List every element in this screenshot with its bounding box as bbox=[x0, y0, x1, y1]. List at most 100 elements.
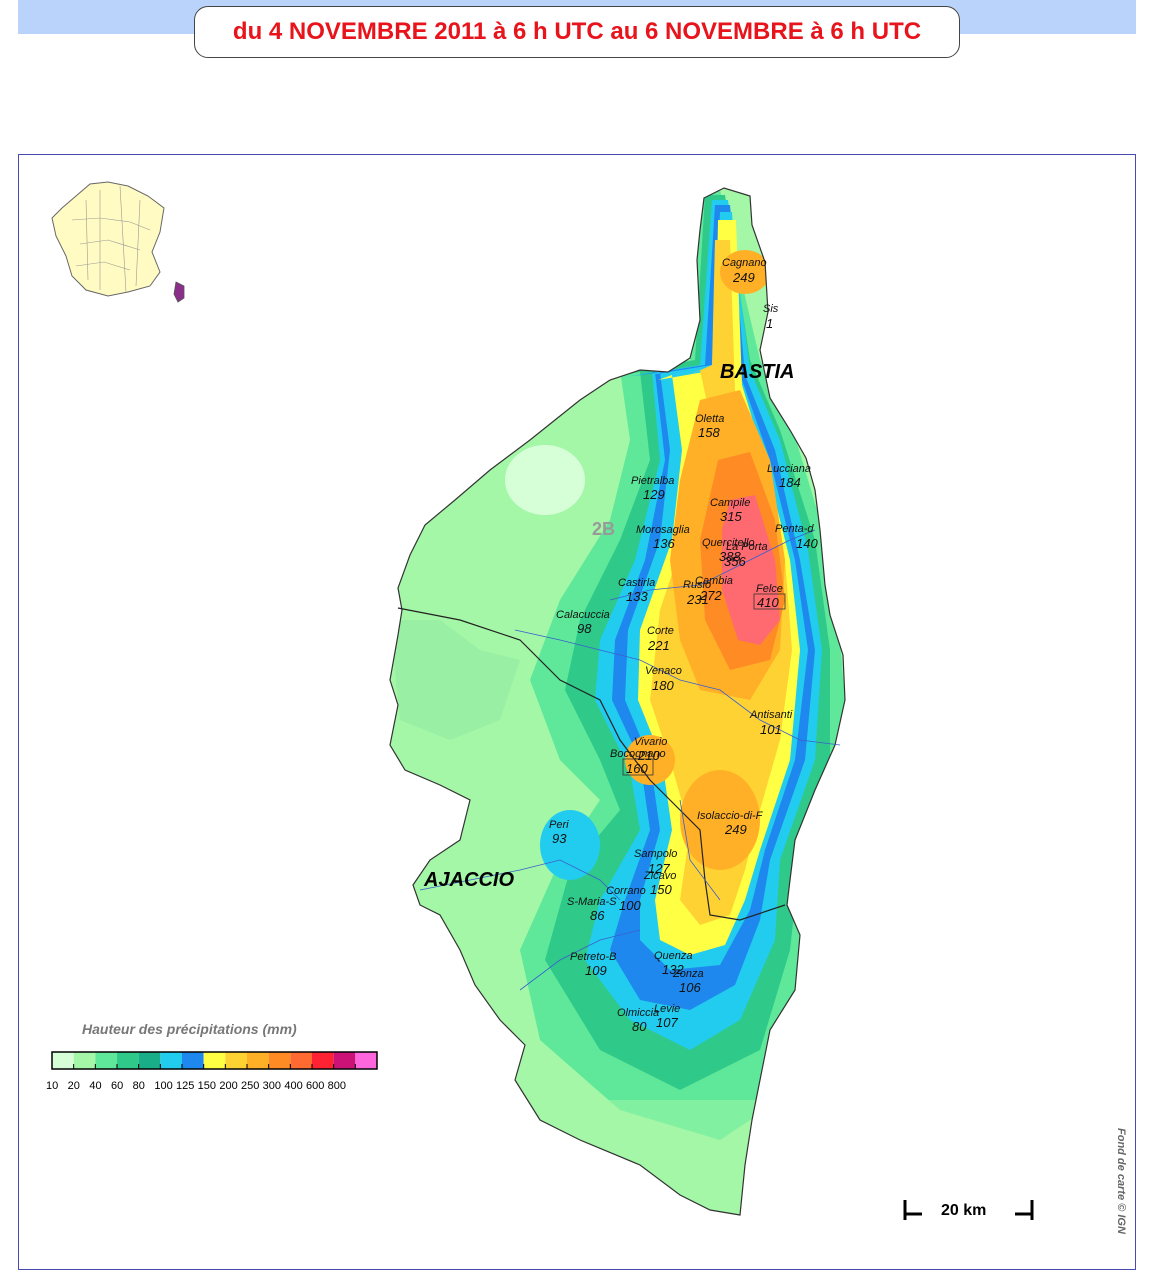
station-value-morosaglia: 136 bbox=[653, 536, 675, 551]
legend-tick-label: 60 bbox=[111, 1080, 123, 1092]
station-value-corte: 221 bbox=[647, 638, 670, 653]
station-value-smarias: 86 bbox=[590, 908, 605, 923]
station-name-rusio: Rusio bbox=[683, 579, 711, 591]
station-value-zicavo: 150 bbox=[650, 882, 672, 897]
station-name-sis: Sis bbox=[763, 303, 779, 315]
station-value-petreto: 109 bbox=[585, 963, 607, 978]
legend-tick-label: 10 bbox=[46, 1080, 58, 1092]
legend-tick-label: 80 bbox=[133, 1080, 145, 1092]
station-name-quercitello: Quercitello bbox=[702, 537, 755, 549]
station-name-cambia: Cambia bbox=[695, 575, 733, 587]
station-name-corrano: Corrano bbox=[606, 885, 646, 897]
river-golo bbox=[609, 529, 816, 601]
legend-swatch bbox=[355, 1052, 377, 1069]
river-prunelli bbox=[419, 859, 621, 901]
river-fiumorbo bbox=[679, 799, 721, 901]
scale-bar-label: 20 km bbox=[941, 1202, 986, 1219]
station-value-quercitello: 388 bbox=[719, 549, 741, 564]
station-name-quenza: Quenza bbox=[654, 950, 693, 962]
station-value-venaco: 180 bbox=[652, 678, 674, 693]
legend-tick-label: 20 bbox=[68, 1080, 80, 1092]
station-name-corte: Corte bbox=[647, 625, 674, 637]
legend-tick-label: 400 bbox=[284, 1080, 302, 1092]
station-name-vivario: Vivario bbox=[634, 736, 667, 748]
station-name-isolaccio: Isolaccio-di-F bbox=[697, 810, 764, 822]
station-name-venaco: Venaco bbox=[645, 665, 682, 677]
station-value-penta: 140 bbox=[796, 536, 818, 551]
station-value-antisanti: 101 bbox=[760, 722, 782, 737]
legend-tick-label: 100 bbox=[154, 1080, 172, 1092]
station-name-levie: Levie bbox=[654, 1003, 680, 1015]
department-border bbox=[397, 607, 786, 921]
legend-tick-label: 300 bbox=[263, 1080, 281, 1092]
station-value-levie: 107 bbox=[656, 1015, 678, 1030]
station-value-oletta: 158 bbox=[698, 425, 720, 440]
station-name-morosaglia: Morosaglia bbox=[636, 524, 690, 536]
legend-swatch bbox=[95, 1052, 117, 1069]
station-name-lucciana: Lucciana bbox=[767, 463, 811, 475]
department-code-label: 2B bbox=[592, 519, 615, 539]
city-label-ajaccio: AJACCIO bbox=[423, 869, 514, 891]
station-value-cambia: 272 bbox=[699, 588, 722, 603]
station-name-laporta: La Porta bbox=[726, 541, 768, 553]
station-value-zonza: 106 bbox=[679, 980, 701, 995]
station-value-pietralba: 129 bbox=[643, 487, 665, 502]
legend-swatch bbox=[247, 1052, 269, 1069]
station-name-cagnano: Cagnano bbox=[722, 257, 767, 269]
legend-title: Hauteur des précipitations (mm) bbox=[82, 1021, 297, 1037]
station-name-petreto: Petreto-B bbox=[570, 951, 616, 963]
legend-tick-label: 200 bbox=[219, 1080, 237, 1092]
station-value-quenza: 132 bbox=[662, 962, 684, 977]
station-value-calacuccia: 98 bbox=[577, 621, 592, 636]
legend-swatch bbox=[52, 1052, 74, 1069]
station-value-campile: 315 bbox=[720, 509, 742, 524]
station-value-olmiccia: 80 bbox=[632, 1019, 647, 1034]
legend-border bbox=[51, 1051, 378, 1070]
station-name-penta: Penta-d bbox=[775, 523, 814, 535]
station-value-peri: 93 bbox=[552, 831, 567, 846]
legend-tick-label: 125 bbox=[176, 1080, 194, 1092]
station-name-peri: Peri bbox=[549, 819, 569, 831]
legend-tick-label: 250 bbox=[241, 1080, 259, 1092]
legend-swatch bbox=[182, 1052, 204, 1069]
legend-tick-label: 600 bbox=[306, 1080, 324, 1092]
precipitation-field bbox=[390, 188, 845, 1215]
station-name-smarias: S-Maria-S bbox=[567, 896, 617, 908]
station-value-cagnano: 249 bbox=[732, 270, 755, 285]
station-value-corrano: 100 bbox=[619, 898, 641, 913]
river-taravo bbox=[519, 929, 641, 991]
station-name-calacuccia: Calacuccia bbox=[556, 609, 610, 621]
station-name-zicavo: Zicavo bbox=[643, 870, 676, 882]
map-title: du 4 NOVEMBRE 2011 à 6 h UTC au 6 NOVEMB… bbox=[232, 18, 922, 45]
city-label-bastia: BASTIA bbox=[720, 361, 794, 383]
legend-swatch bbox=[312, 1052, 334, 1069]
station-name-pietralba: Pietralba bbox=[631, 475, 674, 487]
station-name-campile: Campile bbox=[710, 497, 750, 509]
legend-swatch bbox=[160, 1052, 182, 1069]
legend-swatch bbox=[290, 1052, 312, 1069]
legend-tick-label: 40 bbox=[89, 1080, 101, 1092]
legend-tick-label: 150 bbox=[198, 1080, 216, 1092]
legend-tick-label: 800 bbox=[328, 1080, 346, 1092]
station-labels: Cagnano 249 Sis 1 Oletta 158 Lucciana 18… bbox=[549, 257, 818, 1034]
legend-color-bar bbox=[51, 1051, 378, 1070]
legend-swatch bbox=[203, 1052, 226, 1069]
scale-bar: 20 km bbox=[903, 1200, 1034, 1220]
station-value-sampolo: 127 bbox=[648, 861, 670, 876]
legend-swatch bbox=[73, 1052, 96, 1069]
station-value-felce: 410 bbox=[757, 595, 779, 610]
station-value-isolaccio: 249 bbox=[724, 822, 747, 837]
station-value-castirla: 133 bbox=[626, 589, 648, 604]
station-name-antisanti: Antisanti bbox=[749, 709, 793, 721]
map-credit: Fond de carte © IGN bbox=[1115, 1128, 1127, 1235]
station-value-lucciana: 184 bbox=[779, 475, 801, 490]
title-box: du 4 NOVEMBRE 2011 à 6 h UTC au 6 NOVEMB… bbox=[194, 6, 960, 58]
station-value-laporta: 356 bbox=[724, 554, 746, 569]
legend-swatch bbox=[268, 1052, 291, 1069]
legend-tick-labels: 10 20 40 60 80 100 125 150 200 250 300 400 600 800 bbox=[46, 1080, 346, 1092]
river-tavignano bbox=[514, 629, 841, 746]
legend-swatch bbox=[333, 1052, 356, 1069]
station-value-sis: 1 bbox=[766, 316, 773, 331]
station-name-felce: Felce bbox=[756, 583, 783, 595]
